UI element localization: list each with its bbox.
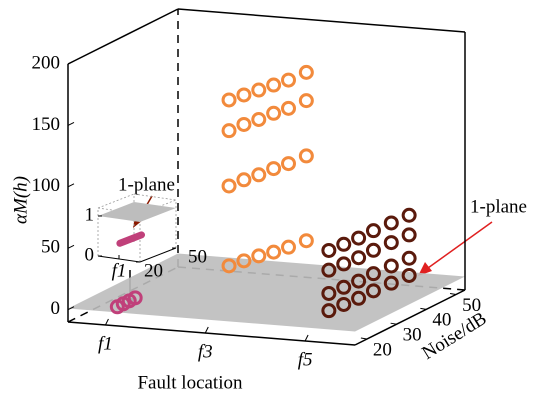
data-point: [251, 248, 267, 264]
data-point: [281, 156, 297, 172]
annotation-arrow: [427, 221, 493, 269]
inset-y-tick-label: 50: [188, 246, 207, 267]
data-point: [281, 239, 297, 255]
data-point: [365, 223, 381, 239]
data-point: [251, 167, 267, 183]
z-tick-label: 100: [32, 175, 61, 196]
annotation: 1-plane: [118, 174, 175, 195]
data-point: [221, 258, 237, 274]
arrow-head: [418, 262, 432, 276]
y-tick: [449, 292, 457, 295]
inset-axis: [97, 193, 135, 209]
z-tick-label: 200: [32, 52, 61, 73]
data-point: [251, 82, 267, 98]
inset-axis: [133, 193, 177, 201]
z-tick: [67, 183, 75, 188]
data-point: [251, 112, 267, 128]
data-point: [401, 267, 417, 283]
z-tick-label: 150: [32, 114, 61, 135]
data-point: [365, 242, 381, 258]
data-point: [266, 244, 282, 260]
data-point: [266, 77, 282, 93]
data-point: [221, 92, 237, 108]
z-tick: [67, 60, 75, 65]
x-tick: [104, 318, 109, 326]
z-tick: [67, 121, 75, 126]
x-axis-label: Fault location: [137, 372, 243, 393]
data-point: [321, 262, 337, 278]
data-point: [298, 64, 314, 80]
axis-line: [177, 8, 466, 33]
inset-z-tick-label: 1: [85, 204, 95, 225]
data-point: [383, 258, 399, 274]
data-point: [383, 235, 399, 251]
data-point: [401, 207, 417, 223]
z-tick-label: 50: [41, 237, 60, 258]
y-tick: [390, 322, 397, 325]
data-point: [336, 296, 352, 312]
data-point: [298, 93, 314, 109]
annotation: 1-plane: [470, 196, 527, 217]
y-tick: [360, 337, 367, 340]
data-point: [401, 250, 417, 266]
inset-x-tick-label: f1: [112, 260, 127, 281]
data-point: [351, 273, 367, 289]
axis-line: [67, 321, 356, 346]
data-point: [298, 233, 314, 249]
z-tick-label: 0: [51, 298, 61, 319]
data-point: [266, 105, 282, 121]
data-point: [351, 290, 367, 306]
data-point: [383, 275, 399, 291]
one-plane: [68, 253, 465, 332]
data-point: [365, 266, 381, 282]
data-point: [336, 256, 352, 272]
y-tick-label: 30: [403, 325, 422, 346]
data-point: [127, 290, 143, 306]
z-tick: [67, 306, 75, 311]
y-axis-label: Noise/dB: [418, 308, 490, 364]
data-point: [321, 303, 337, 319]
y-tick: [420, 307, 427, 310]
inset-axis: [139, 199, 177, 215]
data-point: [383, 215, 399, 231]
z-axis-label: αM(h): [10, 176, 31, 224]
data-point: [351, 230, 367, 246]
data-point: [298, 148, 314, 164]
x-tick: [304, 334, 309, 342]
inset-y-tick-label: 20: [144, 260, 163, 281]
inset-points: [116, 231, 145, 247]
inset-z-tick-label: 0: [85, 244, 95, 265]
data-point: [281, 100, 297, 116]
data-point: [236, 253, 252, 269]
data-point: [236, 172, 252, 188]
y-tick-label: 50: [462, 295, 481, 316]
data-point: [336, 236, 352, 252]
axis-line: [67, 8, 179, 65]
data-point: [336, 279, 352, 295]
data-point: [365, 283, 381, 299]
x-tick-label: f1: [98, 333, 113, 354]
x-tick: [204, 326, 209, 334]
y-tick-label: 40: [432, 310, 451, 331]
data-point: [221, 123, 237, 139]
inset-plane: [98, 202, 176, 222]
data-point: [221, 178, 237, 194]
data-point: [321, 242, 337, 258]
data-point: [281, 72, 297, 88]
data-point: [236, 116, 252, 132]
x-tick-label: f5: [298, 349, 313, 370]
x-tick-label: f3: [198, 341, 213, 362]
data-point: [266, 161, 282, 177]
axis-line: [354, 289, 466, 346]
data-point: [401, 227, 417, 243]
z-tick: [67, 244, 75, 249]
inset-axis: [139, 247, 177, 263]
data-point: [351, 250, 367, 266]
data-point: [236, 87, 252, 103]
data-point: [321, 285, 337, 301]
y-tick-label: 20: [373, 339, 392, 360]
